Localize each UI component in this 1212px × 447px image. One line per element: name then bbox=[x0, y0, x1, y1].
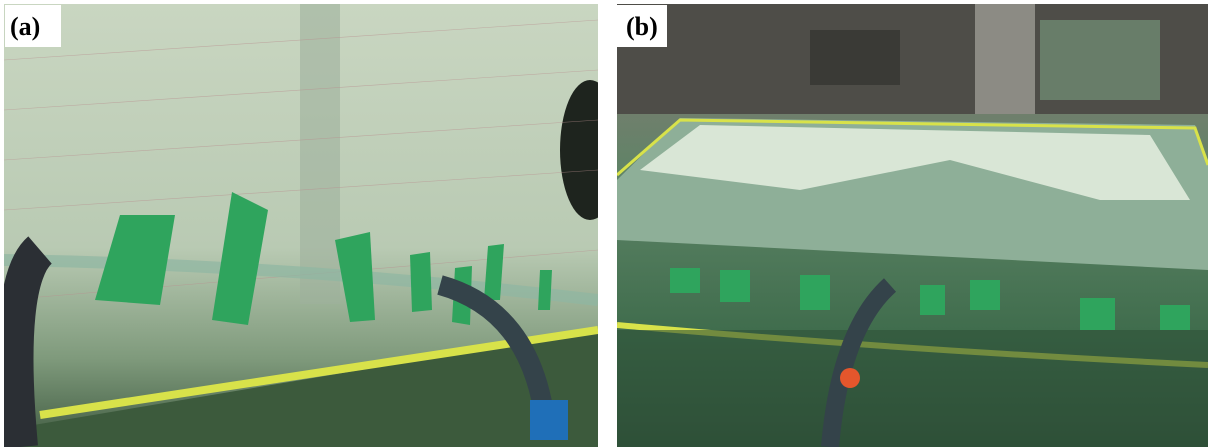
panel-label: (a) bbox=[10, 12, 40, 41]
photo-a bbox=[4, 4, 598, 447]
photo-b bbox=[617, 4, 1208, 447]
panel-label: (b) bbox=[626, 12, 658, 41]
